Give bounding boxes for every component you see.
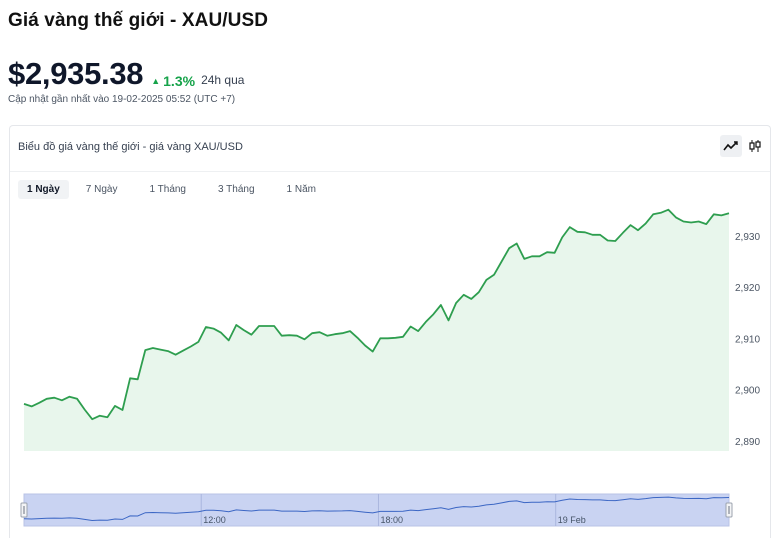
tab-3-months[interactable]: 3 Tháng (218, 184, 255, 195)
change-percent: 1.3% (163, 73, 196, 89)
y-tick-label: 2,930 (735, 232, 760, 243)
chart-card: Biểu đồ giá vàng thế giới - giá vàng XAU… (9, 125, 771, 538)
last-updated: Cập nhật gần nhất vào 19-02-2025 05:52 (… (8, 94, 236, 105)
change-period: 24h qua (201, 73, 245, 87)
y-tick-label: 2,890 (735, 437, 760, 448)
current-price: $2,935.38 (8, 56, 144, 91)
range-tabs: 1 Ngày 7 Ngày 1 Tháng 3 Tháng 1 Năm (18, 180, 339, 199)
navigator-tick-label: 12:00 (203, 515, 226, 525)
chart-type-toggle (720, 135, 766, 157)
navigator-line (23, 496, 730, 522)
y-tick-label: 2,910 (735, 334, 760, 345)
arrow-up-icon: ▲ (151, 76, 161, 86)
change-badge: ▲ 1.3% (151, 73, 195, 89)
tab-1-year[interactable]: 1 Năm (286, 184, 316, 195)
navigator-tick-label: 18:00 (380, 515, 403, 525)
page-title: Giá vàng thế giới - XAU/USD (8, 10, 269, 31)
price-row: $2,935.38 ▲ 1.3% 24h qua (8, 56, 244, 92)
card-divider (10, 171, 770, 172)
tab-1-day[interactable]: 1 Ngày (18, 180, 69, 199)
price-line (23, 208, 730, 421)
tab-7-days[interactable]: 7 Ngày (85, 184, 118, 195)
navigator-tick-label: 19 Feb (558, 515, 586, 525)
tab-1-month[interactable]: 1 Tháng (149, 184, 186, 195)
y-tick-label: 2,920 (735, 283, 760, 294)
navigator-window[interactable] (23, 493, 730, 527)
price-area-fill (24, 209, 729, 451)
candlestick-icon[interactable] (744, 135, 766, 157)
line-chart-icon[interactable] (720, 135, 742, 157)
y-tick-label: 2,900 (735, 386, 760, 397)
chart-title: Biểu đồ giá vàng thế giới - giá vàng XAU… (18, 141, 243, 153)
